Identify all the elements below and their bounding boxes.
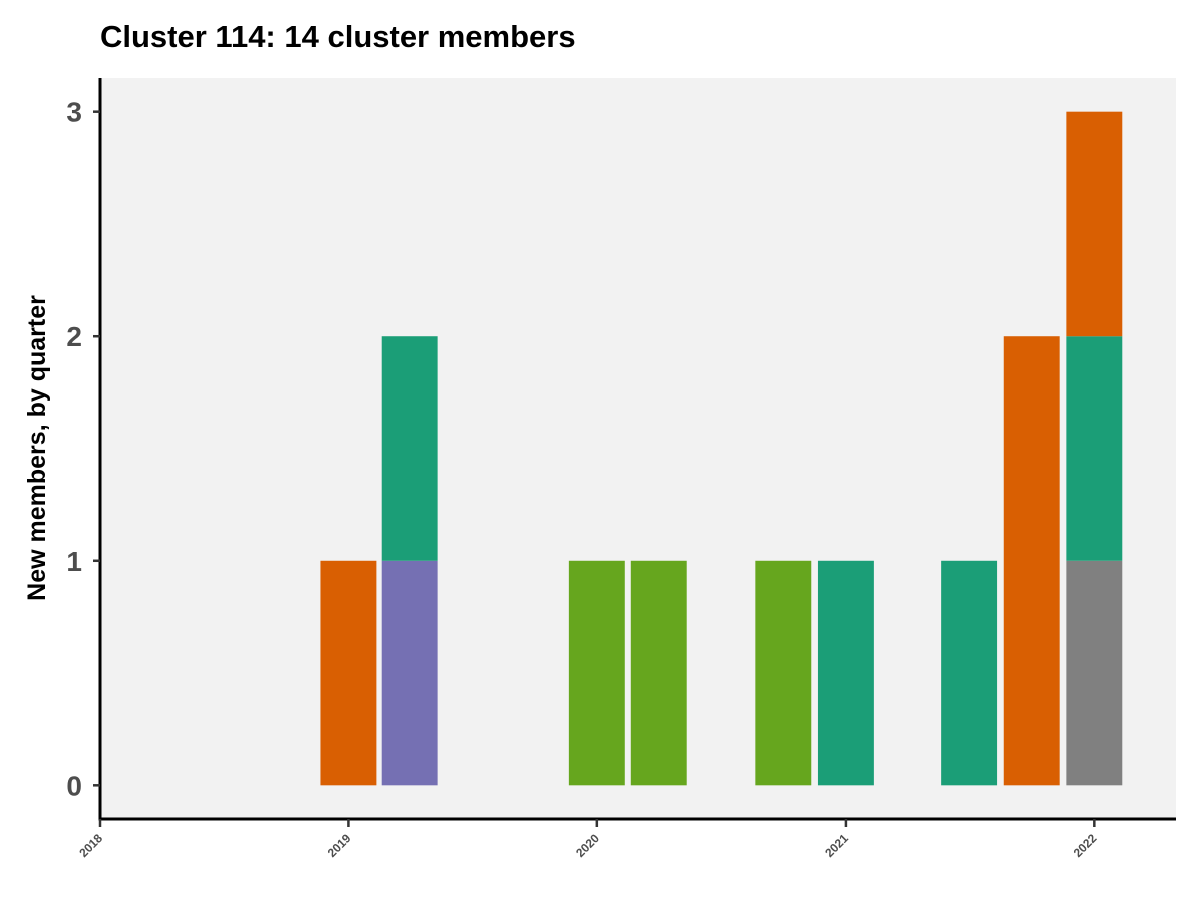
bar-8-segment-2 xyxy=(1066,111,1123,337)
y-tick-label-3: 3 xyxy=(66,97,82,128)
x-tick-label-2021: 2021 xyxy=(822,831,851,860)
x-tick-label-2022: 2022 xyxy=(1071,831,1100,860)
bar-8-segment-1 xyxy=(1066,336,1123,561)
bar-0-segment-0 xyxy=(320,560,377,786)
y-axis-label: New members, by quarter xyxy=(23,295,51,601)
y-tick-label-2: 2 xyxy=(66,321,82,352)
x-axis-ticks: 2018 2019 2020 2021 2022 xyxy=(76,819,1100,860)
bar-6-segment-0 xyxy=(941,560,998,786)
x-tick-label-2018: 2018 xyxy=(76,831,105,860)
y-axis-ticks: 0 1 2 3 xyxy=(66,97,100,801)
x-tick-label-2020: 2020 xyxy=(573,831,602,860)
bar-2-segment-0 xyxy=(568,560,625,786)
bars-group xyxy=(320,111,1123,786)
y-tick-label-1: 1 xyxy=(66,546,82,577)
bar-3-segment-0 xyxy=(630,560,687,786)
chart-title: Cluster 114: 14 cluster members xyxy=(100,19,576,54)
bar-8-segment-0 xyxy=(1066,560,1123,786)
bar-4-segment-0 xyxy=(755,560,812,786)
x-tick-label-2019: 2019 xyxy=(325,831,354,860)
bar-5-segment-0 xyxy=(817,560,874,786)
bar-1-segment-1 xyxy=(381,336,438,561)
bar-7-segment-0 xyxy=(1003,336,1060,786)
y-tick-label-0: 0 xyxy=(66,770,82,801)
bar-1-segment-0 xyxy=(381,560,438,786)
